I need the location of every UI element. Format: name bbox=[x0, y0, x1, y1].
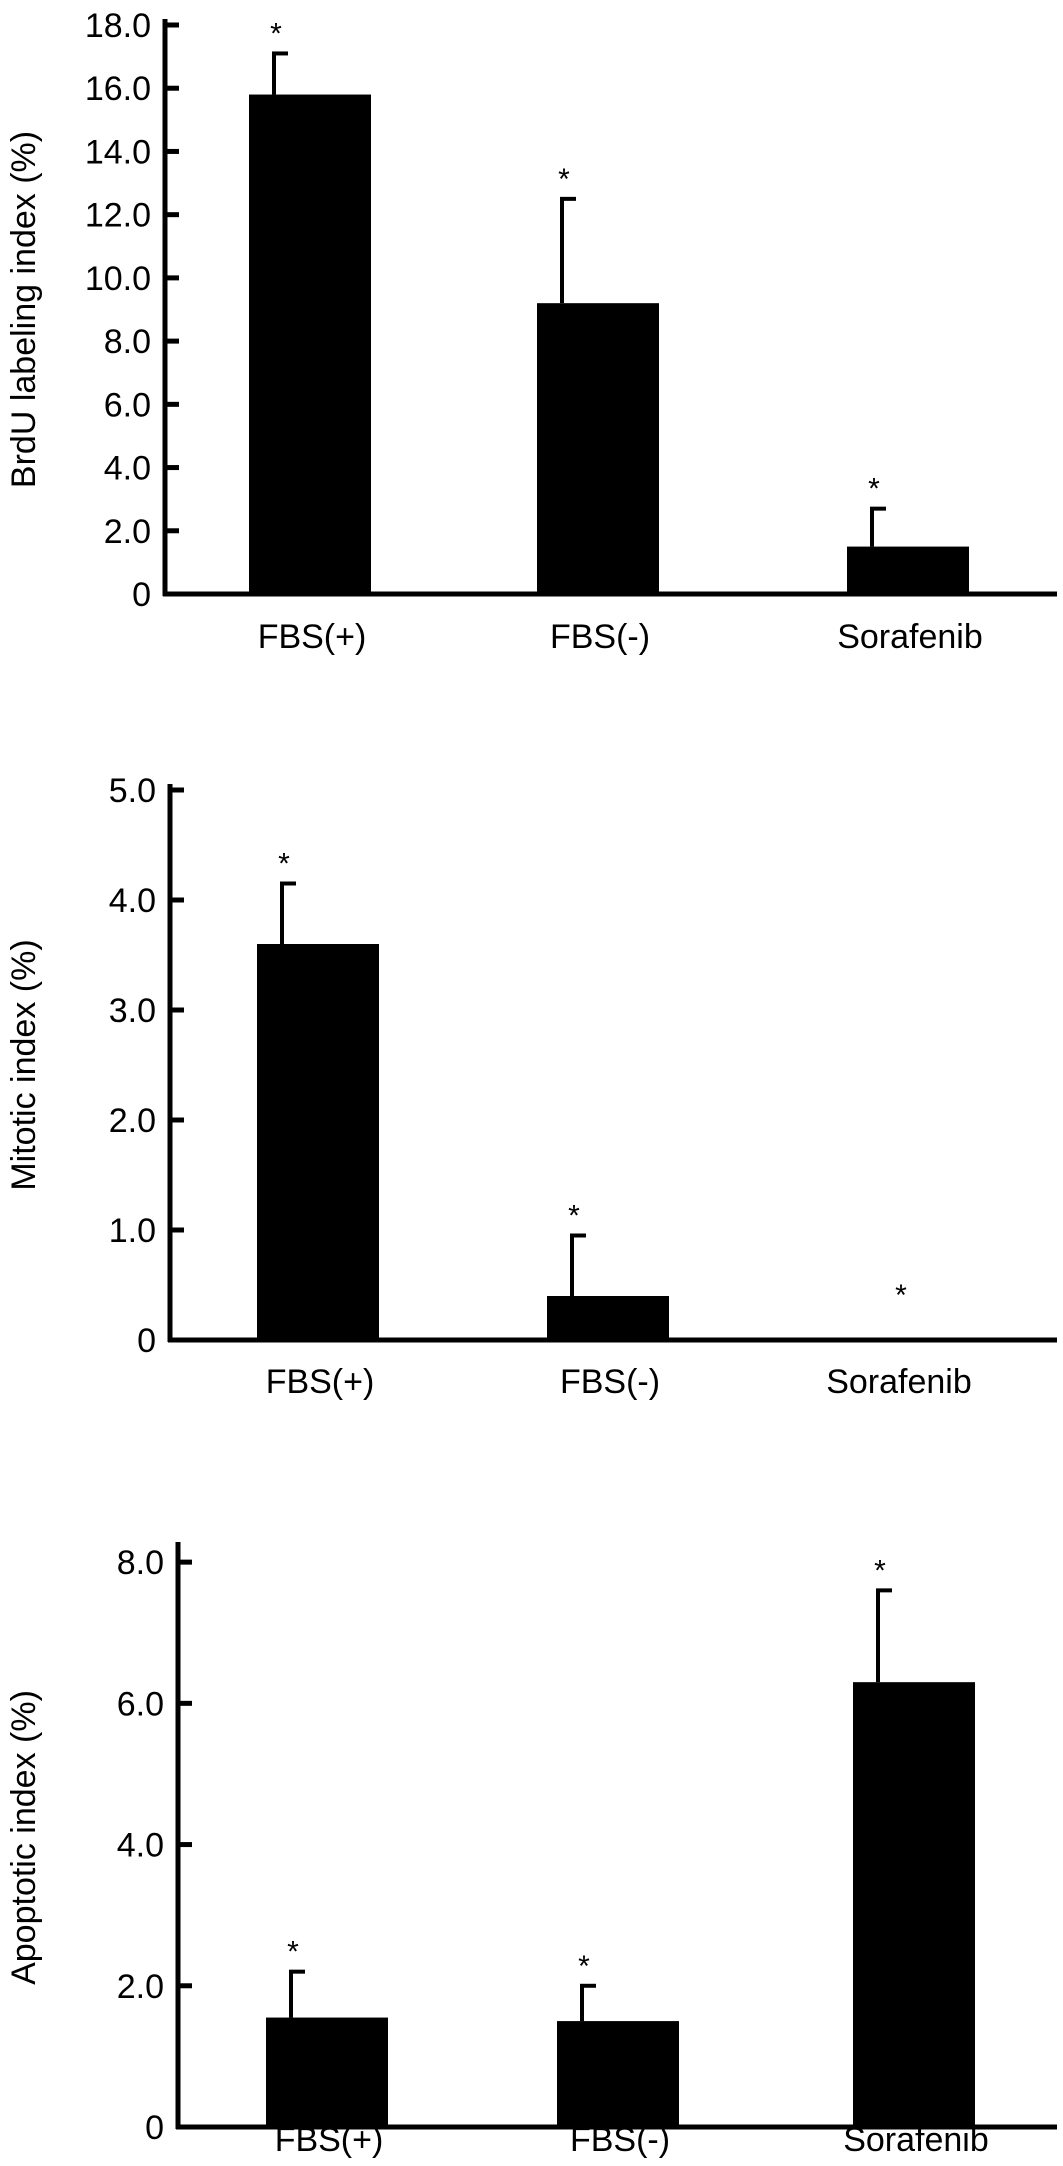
category-label-0: FBS(+) bbox=[258, 618, 367, 656]
bar-1 bbox=[557, 2021, 679, 2127]
y-tick-label-1: 1.0 bbox=[109, 1212, 156, 1250]
category-label-2: Sorafenib bbox=[837, 618, 983, 656]
y-tick-label-2: 4.0 bbox=[117, 1827, 164, 1865]
y-tick-label-3: 6.0 bbox=[104, 386, 151, 424]
y-tick-label-1: 2.0 bbox=[104, 513, 151, 551]
significance-marker-0: * bbox=[287, 1936, 299, 1969]
y-tick-label-0: 0 bbox=[132, 576, 151, 614]
y-tick-label-4: 8.0 bbox=[117, 1544, 164, 1582]
bar-0 bbox=[257, 944, 379, 1340]
y-tick-label-3: 3.0 bbox=[109, 992, 156, 1030]
bar-1 bbox=[537, 303, 659, 594]
category-label-1: FBS(-) bbox=[560, 1363, 660, 1401]
y-tick-label-4: 4.0 bbox=[109, 882, 156, 920]
category-label-2: Sorafenib bbox=[843, 2121, 989, 2159]
y-tick-label-3: 6.0 bbox=[117, 1685, 164, 1723]
bar-2 bbox=[853, 1682, 975, 2127]
bar-1 bbox=[547, 1296, 669, 1340]
y-axis-title: Mitotic index (%) bbox=[5, 939, 43, 1190]
y-tick-label-7: 14.0 bbox=[85, 133, 151, 171]
significance-marker-2: * bbox=[895, 1279, 907, 1312]
bar-0 bbox=[249, 94, 371, 595]
y-tick-label-2: 4.0 bbox=[104, 450, 151, 488]
significance-marker-0: * bbox=[270, 17, 282, 50]
bar-2 bbox=[847, 546, 969, 594]
bar-0 bbox=[266, 2017, 388, 2127]
y-tick-label-6: 12.0 bbox=[85, 197, 151, 235]
category-label-0: FBS(+) bbox=[275, 2121, 384, 2159]
significance-marker-0: * bbox=[278, 848, 290, 881]
significance-marker-1: * bbox=[568, 1200, 580, 1233]
category-label-0: FBS(+) bbox=[266, 1363, 375, 1401]
y-tick-label-1: 2.0 bbox=[117, 1968, 164, 2006]
y-tick-label-9: 18.0 bbox=[85, 7, 151, 45]
significance-marker-1: * bbox=[578, 1950, 590, 1983]
category-label-2: Sorafenib bbox=[826, 1363, 972, 1401]
category-label-1: FBS(-) bbox=[550, 618, 650, 656]
y-tick-label-4: 8.0 bbox=[104, 323, 151, 361]
y-tick-label-0: 0 bbox=[145, 2109, 164, 2147]
brdu-labeling-panel: * * * 0 2.0 4.0 6.0 8.0 10.0 12.0 14.0 16.0 18.0 FBS(… bbox=[5, 7, 1057, 656]
y-axis-title: BrdU labeling index (%) bbox=[5, 131, 43, 488]
apoptotic-index-panel: * * * 0 2.0 4.0 6.0 8.0 FBS(+) FBS(-) Sorafenib Apo… bbox=[5, 1542, 1057, 2159]
y-tick-label-8: 16.0 bbox=[85, 70, 151, 108]
significance-marker-1: * bbox=[558, 163, 570, 196]
significance-marker-2: * bbox=[868, 473, 880, 506]
significance-marker-2: * bbox=[874, 1554, 886, 1587]
y-tick-label-0: 0 bbox=[137, 1322, 156, 1360]
mitotic-index-panel: * * * 0 1.0 2.0 3.0 4.0 5.0 FBS(+) FBS(-) Sorafenib… bbox=[5, 772, 1057, 1401]
y-tick-label-2: 2.0 bbox=[109, 1102, 156, 1140]
y-tick-label-5: 10.0 bbox=[85, 260, 151, 298]
y-tick-label-5: 5.0 bbox=[109, 772, 156, 810]
y-axis-title: Apoptotic index (%) bbox=[5, 1690, 43, 1985]
category-label-1: FBS(-) bbox=[570, 2121, 670, 2159]
